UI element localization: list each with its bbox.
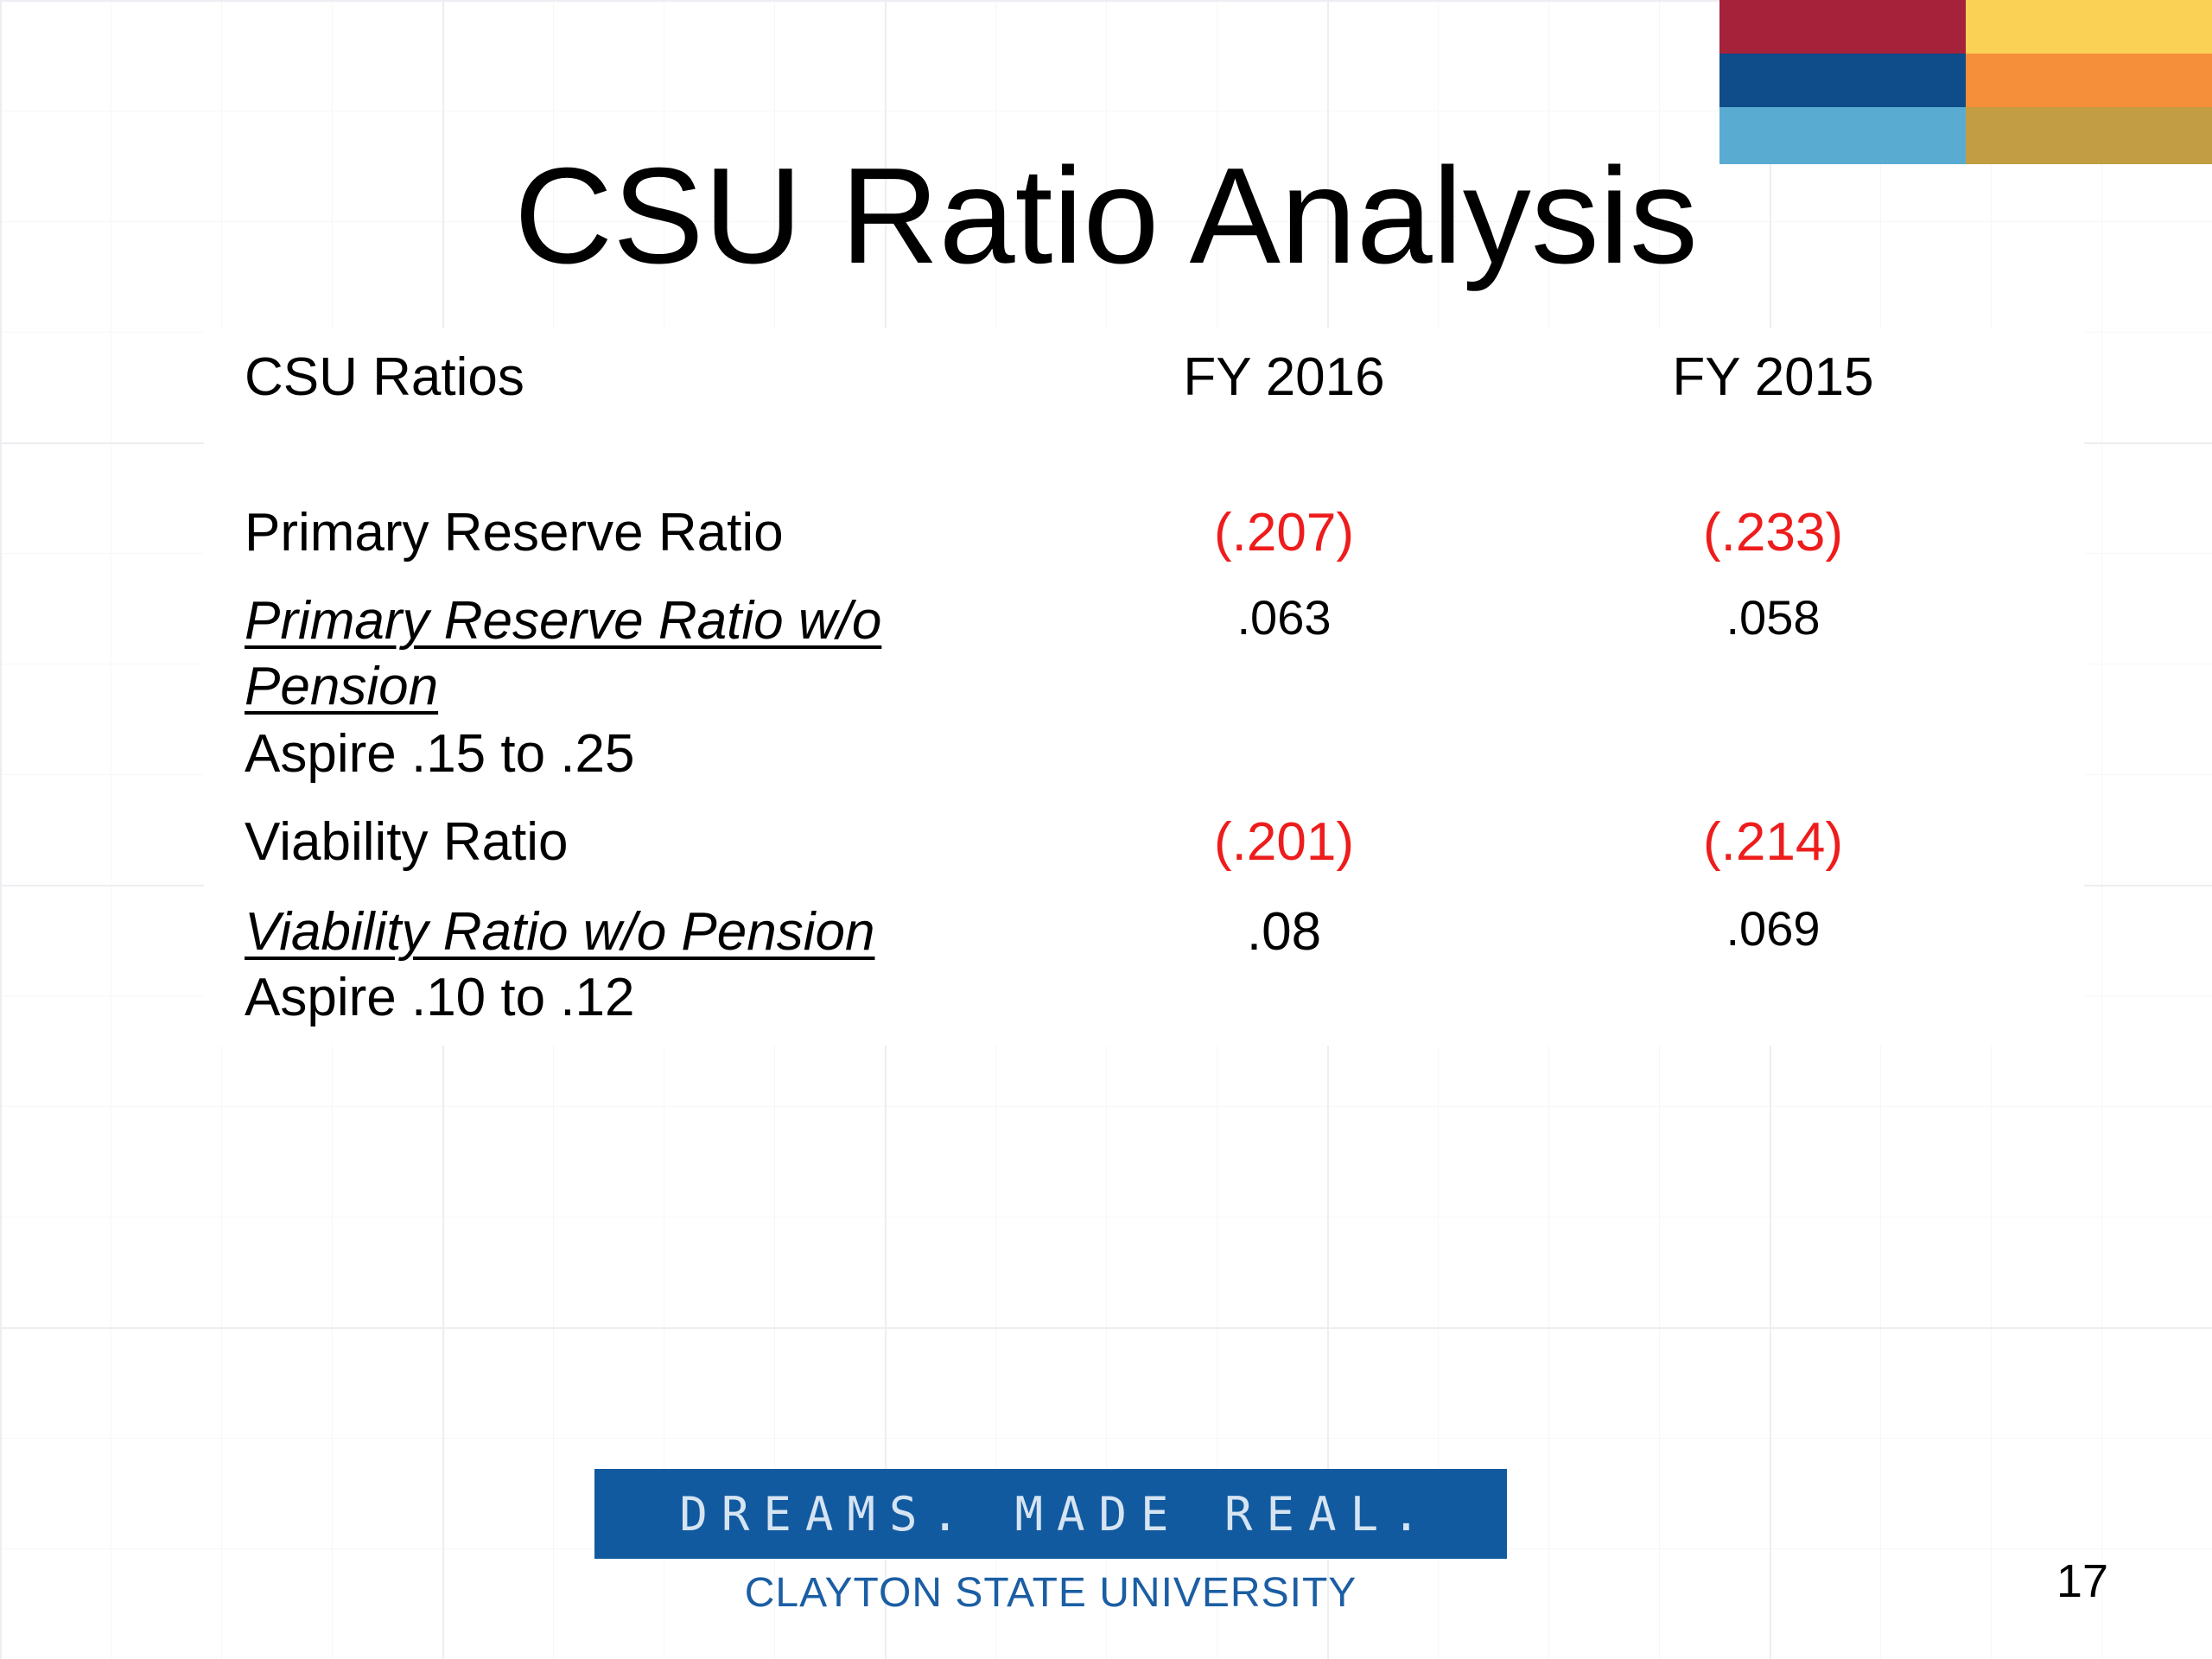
header-fy2015: FY 2015 — [1672, 347, 1874, 407]
row-label-primary-reserve: Primary Reserve Ratio — [245, 503, 784, 563]
row-label-primary-reserve-wo-pension-line1: Primary Reserve Ratio w/o — [245, 591, 882, 651]
value-viability-fy2015: (.214) — [1703, 812, 1843, 872]
header-fy2016: FY 2016 — [1183, 347, 1385, 407]
value-primary-reserve-wo-pension-fy2016: .063 — [1236, 590, 1332, 645]
value-primary-reserve-wo-pension-fy2015: .058 — [1726, 590, 1821, 645]
gold-block — [1966, 107, 2212, 164]
value-primary-reserve-fy2015: (.233) — [1703, 503, 1843, 563]
value-viability-fy2016: (.201) — [1214, 812, 1354, 872]
value-primary-reserve-fy2016: (.207) — [1214, 503, 1354, 563]
sky-block — [1719, 107, 1966, 164]
value-viability-wo-pension-fy2015: .069 — [1726, 901, 1821, 956]
slide-title: CSU Ratio Analysis — [514, 140, 1698, 292]
row-label-viability-wo-pension: Viability Ratio w/o Pension — [245, 902, 875, 962]
yellow-block — [1966, 0, 2212, 54]
tagline-banner: DREAMS. MADE REAL. — [594, 1469, 1507, 1559]
header-label: CSU Ratios — [245, 347, 524, 407]
table-background — [204, 328, 2084, 1046]
decorative-color-blocks — [1719, 0, 2212, 164]
value-viability-wo-pension-fy2016: .08 — [1246, 902, 1322, 962]
navy-block — [1719, 54, 1966, 107]
crimson-block — [1719, 0, 1966, 54]
orange-block — [1966, 54, 2212, 107]
aspire-note-viability: Aspire .10 to .12 — [245, 968, 635, 1027]
page-number: 17 — [2056, 1555, 2108, 1607]
aspire-note-primary: Aspire .15 to .25 — [245, 724, 635, 784]
university-name: CLAYTON STATE UNIVERSITY — [744, 1570, 1357, 1616]
row-label-viability: Viability Ratio — [245, 812, 569, 872]
row-label-primary-reserve-wo-pension-line2: Pension — [245, 657, 439, 716]
